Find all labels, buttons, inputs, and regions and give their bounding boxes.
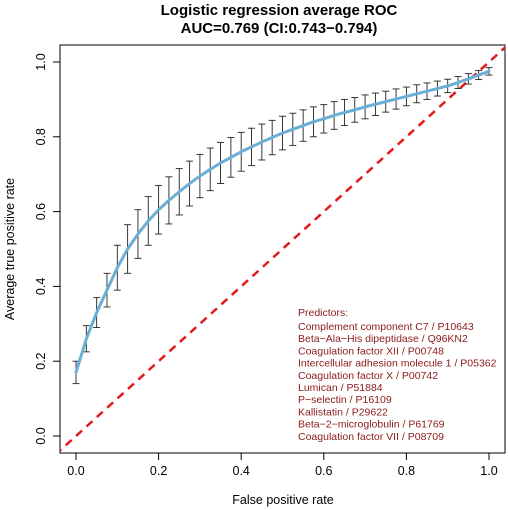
predictors-heading: Predictors:	[298, 307, 348, 319]
y-tick-label: 0.4	[34, 278, 48, 295]
y-tick-label: 0.8	[34, 128, 48, 145]
predictor-item: Kallistatin / P29622	[298, 406, 388, 418]
x-tick-label: 0.2	[150, 464, 167, 478]
predictor-item: P−selectin / P16109	[298, 394, 392, 406]
y-axis-label: Average true positive rate	[3, 178, 17, 320]
x-axis-label: False positive rate	[232, 493, 333, 507]
x-axis: 0.0 0.2 0.4 0.6 0.8 1.0	[67, 452, 498, 478]
x-tick-label: 0.6	[315, 464, 332, 478]
predictor-item: Beta−Ala−His dipeptidase / Q96KN2	[298, 333, 468, 345]
roc-curve-line	[74, 69, 491, 374]
y-tick-label: 0.2	[34, 352, 48, 369]
reference-diagonal-line	[60, 45, 505, 453]
x-tick-label: 0.8	[398, 464, 415, 478]
predictor-item: Intercellular adhesion molecule 1 / P053…	[298, 358, 497, 370]
predictor-item: Coagulation factor VII / P08709	[298, 431, 444, 443]
predictor-item: Coagulation factor X / P00742	[298, 370, 438, 382]
y-tick-label: 0.0	[34, 427, 48, 444]
y-tick-label: 0.6	[34, 203, 48, 220]
predictor-item: Beta−2−microglobulin / P61769	[298, 419, 445, 431]
predictor-item: Complement component C7 / P10643	[298, 321, 474, 333]
predictor-item: Coagulation factor XII / P00748	[298, 345, 444, 357]
predictor-item: Lumican / P51884	[298, 382, 383, 394]
chart-subtitle: AUC=0.769 (CI:0.743−0.794)	[181, 20, 378, 37]
y-tick-label: 1.0	[34, 53, 48, 70]
error-bars	[72, 67, 493, 385]
y-axis: 0.0 0.2 0.4 0.6 0.8 1.0	[34, 53, 61, 445]
predictors-annotation: Predictors: Complement component C7 / P1…	[298, 307, 497, 443]
x-tick-label: 0.0	[67, 464, 84, 478]
chart-title: Logistic regression average ROC	[161, 2, 398, 19]
x-tick-label: 1.0	[480, 464, 497, 478]
x-tick-label: 0.4	[233, 464, 250, 478]
